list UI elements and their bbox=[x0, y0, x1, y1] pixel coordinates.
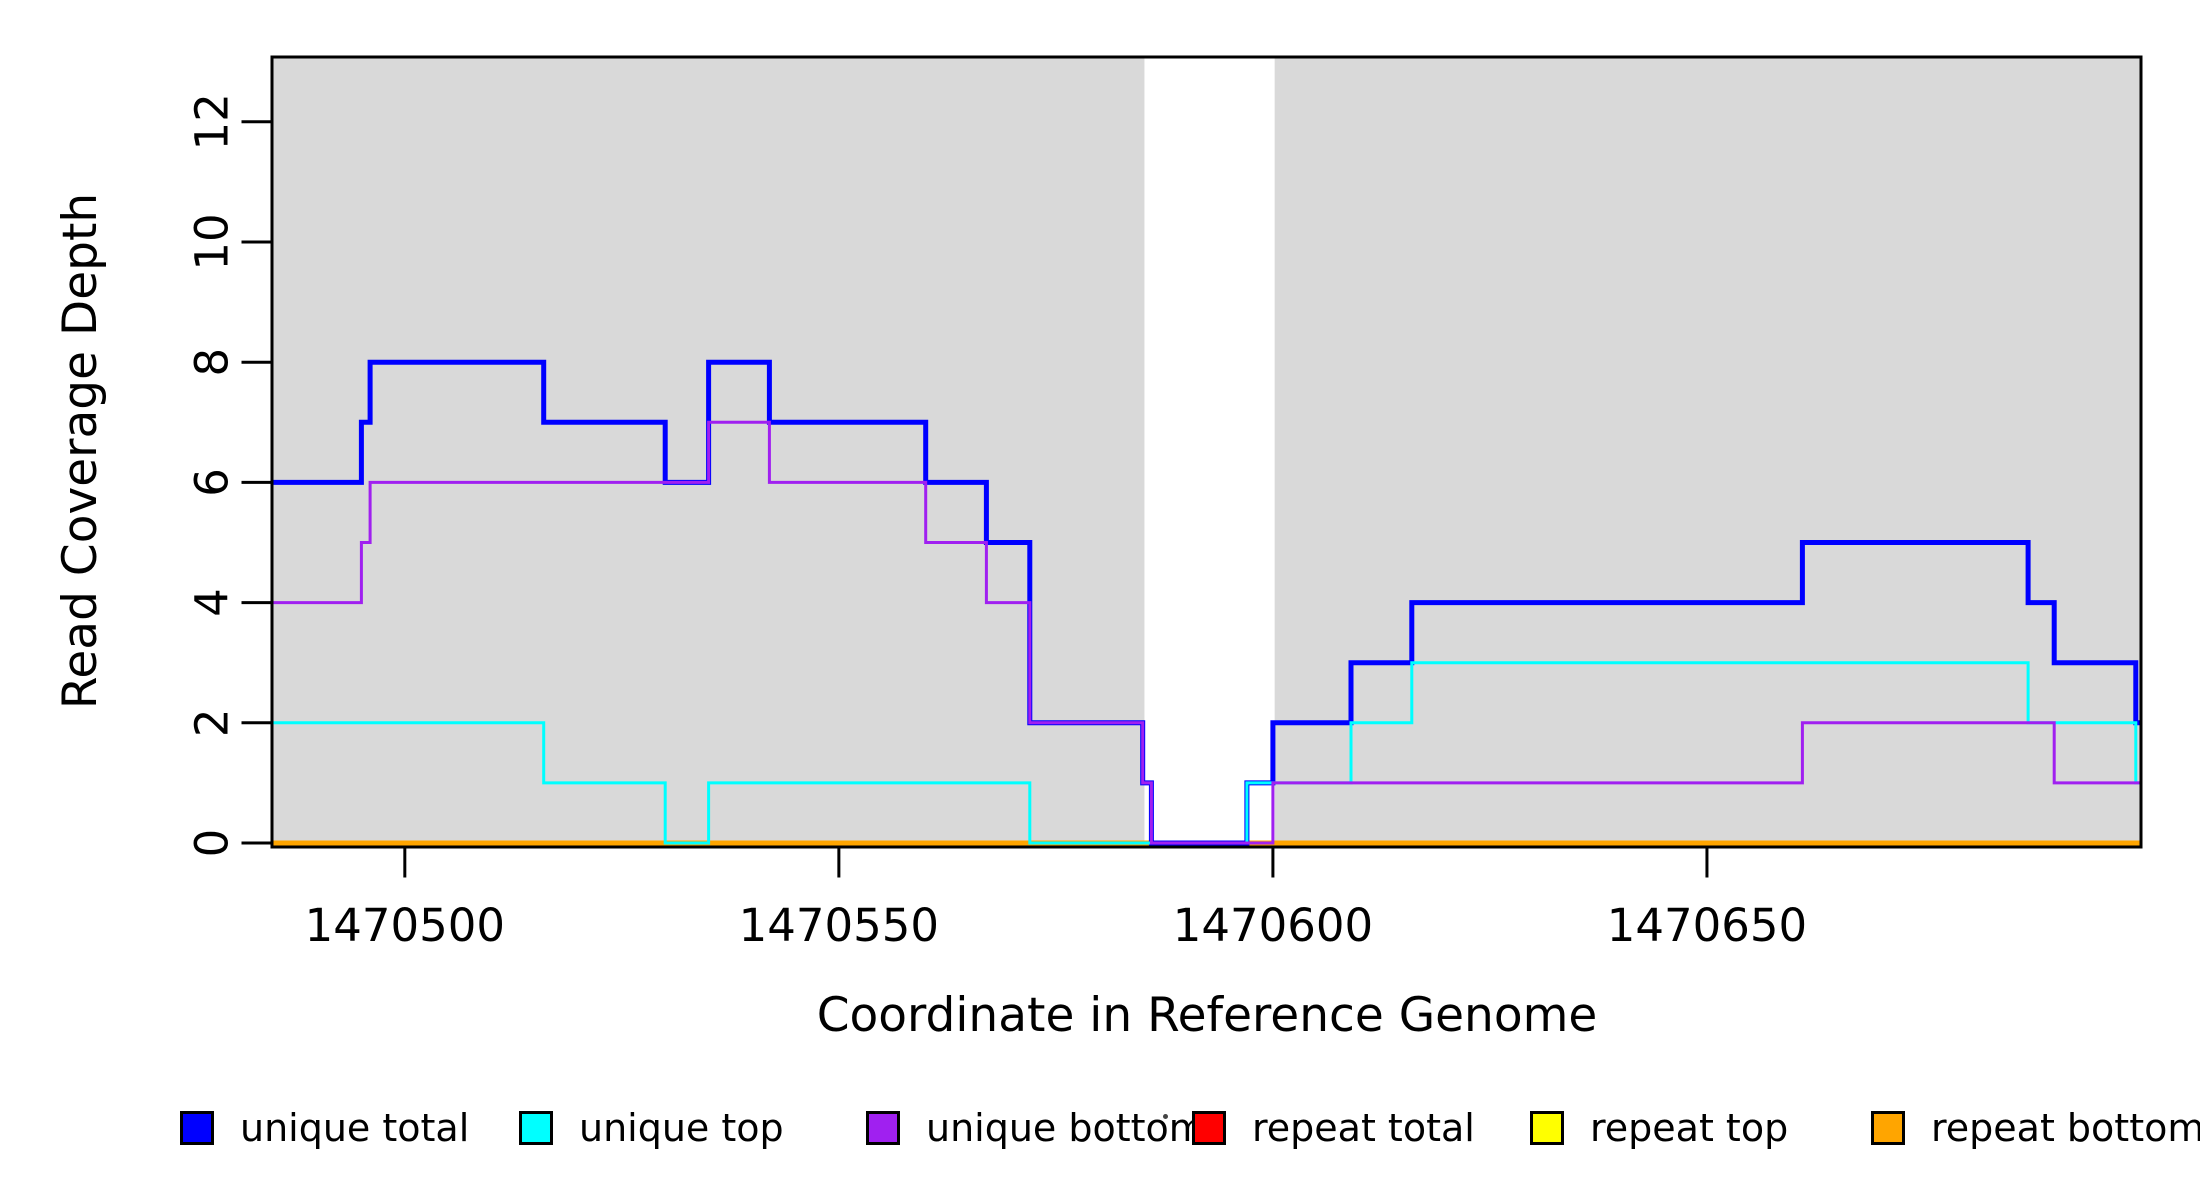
legend-label: unique bottom bbox=[926, 1106, 1206, 1150]
legend-swatch-unique-bottom-icon bbox=[866, 1111, 900, 1145]
x-axis-title: Coordinate in Reference Genome bbox=[816, 988, 1598, 1043]
legend-item-repeat-top: repeat top bbox=[1530, 1106, 1789, 1150]
legend-item-repeat-bottom: repeat bottom bbox=[1871, 1106, 2200, 1150]
legend-item-unique-bottom: unique bottom bbox=[866, 1106, 1206, 1150]
legend-label: repeat bottom bbox=[1931, 1106, 2200, 1150]
series-line-unique-bottom bbox=[273, 420, 2141, 845]
y-tick-label: 2 bbox=[186, 708, 239, 737]
y-tick-label: 6 bbox=[186, 468, 239, 497]
legend-item-repeat-total: repeat total bbox=[1192, 1106, 1475, 1150]
shaded-region-right bbox=[1274, 58, 2140, 846]
legend-swatch-repeat-top-icon bbox=[1530, 1111, 1564, 1145]
x-tick-label: 1470650 bbox=[1607, 899, 1807, 952]
legend-label: repeat total bbox=[1252, 1106, 1475, 1150]
y-tick-label: 12 bbox=[186, 93, 239, 150]
legend-swatch-repeat-bottom-icon bbox=[1871, 1111, 1905, 1145]
legend-label: unique total bbox=[240, 1106, 470, 1150]
y-tick-label: 10 bbox=[186, 213, 239, 270]
stray-dot bbox=[1163, 1114, 1168, 1119]
y-tick-label: 8 bbox=[186, 348, 239, 377]
legend-item-unique-total: unique total bbox=[180, 1106, 470, 1150]
x-tick-label: 1470600 bbox=[1173, 899, 1373, 952]
legend-swatch-repeat-total-icon bbox=[1192, 1111, 1226, 1145]
y-tick-label: 0 bbox=[186, 829, 239, 858]
x-tick-label: 1470500 bbox=[305, 899, 505, 952]
series-line-unique-top bbox=[273, 661, 2141, 845]
legend-swatch-unique-total-icon bbox=[180, 1111, 214, 1145]
legend-item-unique-top: unique top bbox=[519, 1106, 784, 1150]
y-axis-title: Read Coverage Depth bbox=[53, 192, 108, 710]
plot-border bbox=[270, 55, 2143, 849]
y-tick-label: 4 bbox=[186, 588, 239, 617]
x-tick-label: 1470550 bbox=[739, 899, 939, 952]
legend-label: repeat top bbox=[1590, 1106, 1789, 1150]
legend-swatch-unique-top-icon bbox=[519, 1111, 553, 1145]
legend-label: unique top bbox=[579, 1106, 784, 1150]
